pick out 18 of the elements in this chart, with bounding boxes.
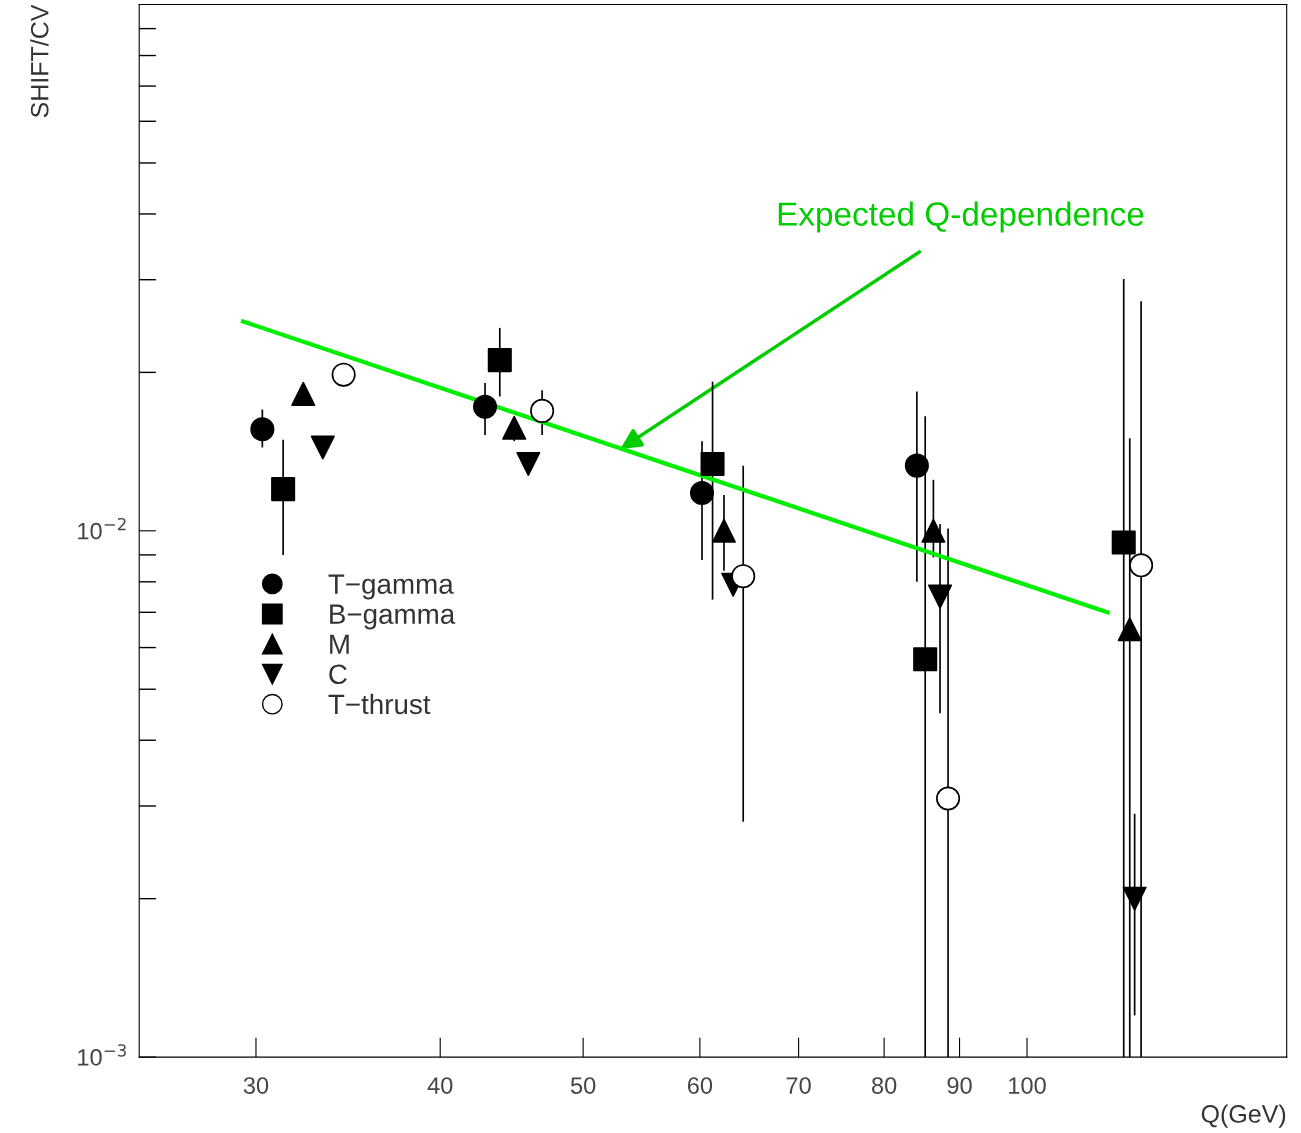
x-tick-label: 70 bbox=[786, 1077, 811, 1094]
annotation: Expected Q-dependence bbox=[778, 201, 1144, 233]
legend-label: M bbox=[330, 634, 349, 654]
legend-label: C bbox=[329, 664, 347, 685]
x-tick-label: 100 bbox=[1009, 1077, 1046, 1094]
x-tick-label: 50 bbox=[570, 1077, 596, 1094]
y-axis-title: SHIFT/CV bbox=[30, 4, 49, 118]
x-tick-label: 30 bbox=[243, 1077, 269, 1094]
legend-label: T−gamma bbox=[328, 574, 454, 600]
y-tick-label: 10$^{−3}$ bbox=[78, 1044, 126, 1066]
x-axis-title: Q(GeV) bbox=[1201, 1104, 1286, 1128]
x-tick-label: 90 bbox=[947, 1077, 972, 1094]
legend-label: B−gamma bbox=[330, 604, 456, 630]
x-tick-label: 40 bbox=[427, 1077, 453, 1094]
legend-label: T−thrust bbox=[328, 693, 431, 715]
x-tick-label: 60 bbox=[687, 1077, 713, 1094]
x-tick-label: 80 bbox=[872, 1077, 897, 1094]
y-tick-label: 10$^{−2}$ bbox=[78, 517, 126, 540]
